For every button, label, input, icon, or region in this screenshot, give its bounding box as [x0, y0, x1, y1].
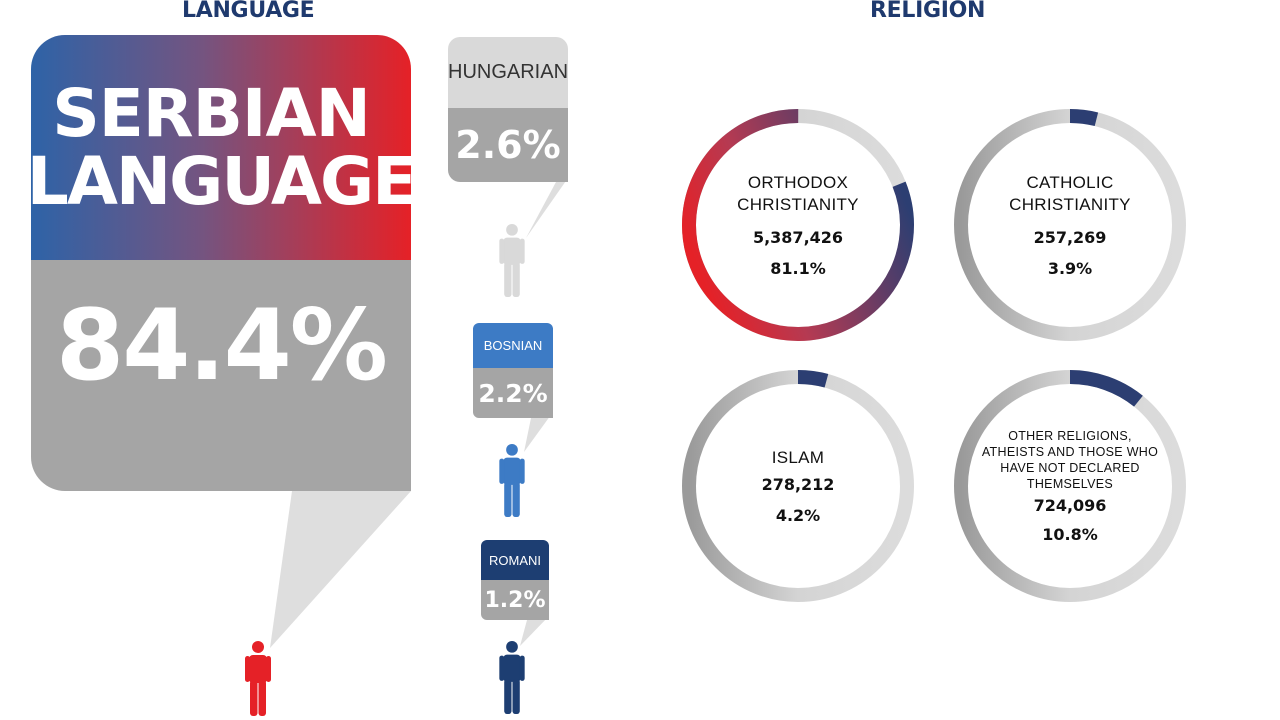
hungarian-percent: 2.6% — [448, 108, 568, 182]
bosnian-label: BOSNIAN — [473, 323, 553, 368]
religion-count: 278,212 — [761, 475, 835, 494]
religion-count: 724,096 — [1033, 496, 1107, 515]
religion-name: CATHOLIC CHRISTIANITY — [1009, 173, 1131, 214]
religion-name: ISLAM — [771, 448, 825, 467]
romani-percent: 1.2% — [481, 580, 549, 620]
serbian-percent: 84.4% — [31, 260, 411, 491]
religion-ring-islam: ISLAM 278,212 4.2% — [680, 368, 916, 604]
hungarian-person-icon — [499, 223, 525, 298]
ring-value-arc — [954, 370, 1186, 602]
ring-value-arc — [954, 109, 1186, 341]
serbian-label-line2: LANGUAGE — [31, 142, 411, 220]
bosnian-percent: 2.2% — [473, 368, 553, 418]
religion-name: OTHER RELIGIONS, ATHEISTS AND THOSE WHO H… — [981, 429, 1159, 491]
religion-ring-orthodox: ORTHODOX CHRISTIANITY 5,387,426 81.1% — [680, 107, 916, 343]
hungarian-card: HUNGARIAN 2.6% — [448, 37, 568, 182]
religion-percent: 4.2% — [775, 506, 821, 525]
bosnian-person-icon — [499, 443, 525, 518]
serbian-label-line1: SERBIAN — [52, 74, 371, 152]
religion-name: ORTHODOX CHRISTIANITY — [737, 173, 859, 214]
romani-card: ROMANI 1.2% — [481, 540, 549, 620]
serbian-label-panel: SERBIAN LANGUAGE — [31, 35, 411, 260]
religion-title: RELIGION — [870, 0, 986, 23]
hungarian-label: HUNGARIAN — [448, 37, 568, 108]
religion-ring-other: OTHER RELIGIONS, ATHEISTS AND THOSE WHO H… — [952, 368, 1188, 604]
romani-person-icon — [499, 640, 525, 715]
bosnian-card: BOSNIAN 2.2% — [473, 323, 553, 418]
religion-percent: 3.9% — [1047, 259, 1093, 278]
language-title: LANGUAGE — [182, 0, 315, 23]
serbian-language-card: SERBIAN LANGUAGE 84.4% — [31, 35, 411, 491]
religion-percent: 81.1% — [770, 259, 826, 278]
religion-ring-catholic: CATHOLIC CHRISTIANITY 257,269 3.9% — [952, 107, 1188, 343]
religion-count: 5,387,426 — [752, 228, 844, 247]
ring-value-arc — [682, 109, 914, 341]
religion-percent: 10.8% — [1042, 525, 1098, 544]
ring-value-arc — [682, 370, 914, 602]
romani-label: ROMANI — [481, 540, 549, 580]
serbian-person-icon — [245, 641, 271, 716]
religion-count: 257,269 — [1033, 228, 1107, 247]
